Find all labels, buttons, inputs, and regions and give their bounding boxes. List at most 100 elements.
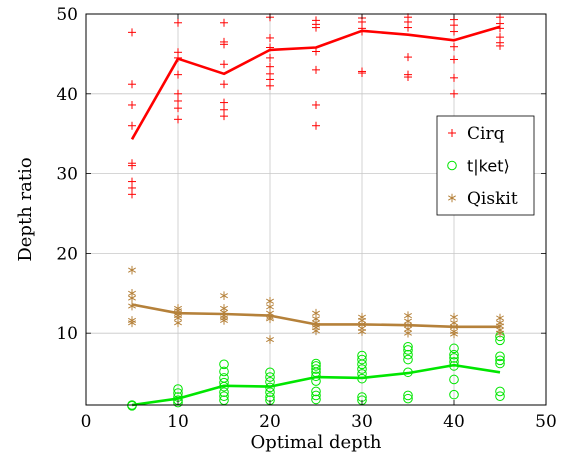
data-point — [404, 23, 412, 32]
data-point — [174, 318, 182, 328]
data-point — [450, 329, 458, 339]
data-point — [220, 112, 228, 121]
data-point — [266, 335, 274, 344]
circle-mark — [495, 358, 505, 369]
circle-mark — [357, 364, 367, 374]
circle-mark — [173, 384, 183, 394]
data-point — [174, 70, 182, 79]
star-stroke — [404, 313, 412, 319]
data-point — [404, 53, 412, 62]
star-stroke — [128, 303, 136, 309]
circle-mark — [403, 345, 413, 355]
star-stroke — [174, 315, 182, 321]
data-point — [496, 41, 504, 50]
circle-mark — [495, 386, 505, 397]
y-tick-label: 40 — [56, 85, 78, 105]
data-point — [449, 343, 459, 354]
star-stroke — [266, 336, 274, 343]
plot-frame — [85, 13, 547, 406]
data-point — [220, 316, 228, 325]
data-point — [174, 104, 182, 113]
data-point — [495, 358, 505, 369]
data-point — [266, 81, 274, 90]
data-point — [495, 391, 505, 402]
star-stroke — [496, 330, 504, 336]
data-point — [495, 355, 505, 366]
data-point — [403, 349, 413, 360]
axis-ticks: 0 10 20 30 40 50 10 20 30 40 50 — [56, 5, 556, 432]
data-point — [128, 121, 136, 130]
data-point — [266, 62, 274, 71]
data-point — [174, 89, 182, 98]
data-point — [496, 328, 504, 338]
data-point — [266, 33, 274, 42]
star-stroke — [358, 329, 366, 335]
data-point — [220, 18, 228, 27]
data-point — [449, 389, 459, 400]
y-tick-label: 50 — [56, 5, 78, 25]
data-point — [219, 387, 229, 398]
legend-marker — [448, 193, 456, 203]
star-stroke — [220, 293, 228, 299]
data-point — [311, 386, 321, 397]
circle-mark — [449, 389, 459, 400]
circle-mark — [311, 386, 321, 397]
data-point — [495, 386, 505, 397]
series-plus — [128, 13, 504, 199]
circle-mark — [403, 354, 413, 365]
data-point — [265, 372, 275, 382]
y-axis-label: Depth ratio — [15, 157, 36, 261]
circle-mark — [449, 353, 459, 363]
data-point — [311, 364, 321, 374]
circle-mark — [219, 391, 229, 402]
circle-mark — [219, 387, 229, 398]
data-point — [173, 384, 183, 394]
data-point — [220, 80, 228, 89]
data-point — [403, 345, 413, 355]
star-stroke — [128, 290, 136, 296]
data-point — [128, 190, 136, 199]
data-point — [174, 115, 182, 124]
circle-mark — [403, 341, 413, 352]
data-point — [403, 354, 413, 365]
circle-mark — [495, 351, 505, 362]
circle-mark — [495, 391, 505, 402]
data-point — [220, 291, 228, 300]
data-point — [265, 367, 275, 378]
data-point — [220, 40, 228, 49]
circle-mark — [403, 349, 413, 360]
data-point — [312, 47, 320, 56]
series-circle — [127, 331, 505, 411]
data-point — [128, 265, 136, 275]
data-point — [449, 374, 459, 385]
legend-label: t|ket⟩ — [467, 157, 510, 176]
data-point — [404, 73, 412, 82]
data-point — [127, 400, 137, 411]
x-tick-label: 30 — [351, 412, 373, 432]
data-point — [128, 28, 136, 37]
data-point — [312, 326, 320, 336]
circle-mark — [311, 394, 321, 405]
x-tick-label: 20 — [259, 412, 281, 432]
data-point — [128, 318, 136, 328]
legend-marker — [448, 129, 456, 137]
y-tick-label: 10 — [56, 324, 78, 344]
star-stroke — [448, 195, 456, 201]
circle-mark — [403, 390, 413, 401]
data-point — [219, 359, 229, 370]
circle-mark — [403, 393, 413, 404]
mean-line — [131, 303, 500, 329]
star-stroke — [220, 317, 228, 323]
data-point — [174, 18, 182, 27]
x-tick-label: 50 — [535, 412, 557, 432]
data-point — [404, 328, 412, 338]
circle-mark — [219, 359, 229, 370]
plot-area — [127, 13, 505, 411]
y-tick-label: 30 — [56, 165, 78, 185]
circle-mark — [219, 366, 229, 377]
x-axis-label: Optimal depth — [250, 432, 381, 453]
circle-mark — [127, 400, 137, 411]
data-point — [312, 65, 320, 74]
data-point — [495, 351, 505, 362]
